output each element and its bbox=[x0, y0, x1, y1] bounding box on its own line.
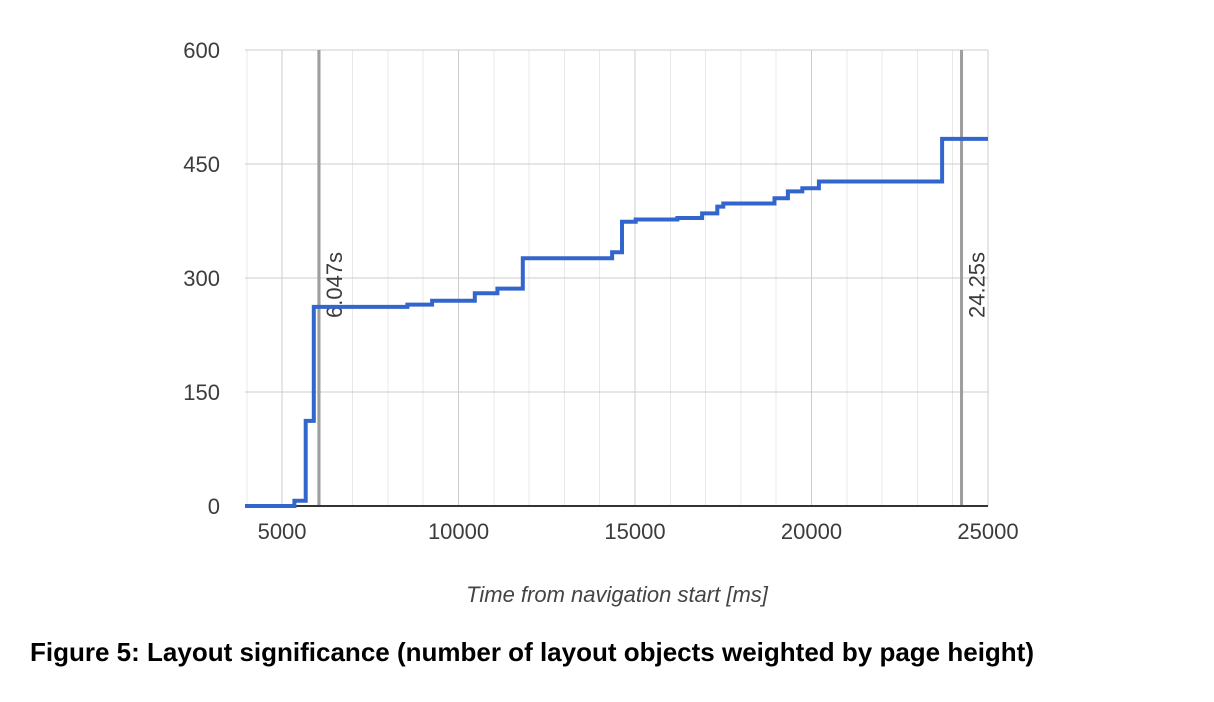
x-axis-tick-label: 10000 bbox=[428, 519, 489, 544]
x-axis-tick-label: 25000 bbox=[957, 519, 1018, 544]
y-axis-tick-label: 600 bbox=[183, 38, 220, 63]
x-axis-title: Time from navigation start [ms] bbox=[466, 582, 769, 607]
figure-caption: Figure 5: Layout significance (number of… bbox=[30, 637, 1034, 667]
y-axis-tick-label: 300 bbox=[183, 266, 220, 291]
annotation-label: 24.25s bbox=[965, 252, 990, 318]
y-axis-tick-label: 450 bbox=[183, 152, 220, 177]
x-axis-tick-label: 20000 bbox=[781, 519, 842, 544]
y-axis-tick-label: 0 bbox=[208, 494, 220, 519]
series-line bbox=[245, 136, 988, 508]
y-axis-tick-label: 150 bbox=[183, 380, 220, 405]
x-axis-tick-label: 5000 bbox=[258, 519, 307, 544]
x-axis-tick-label: 15000 bbox=[604, 519, 665, 544]
